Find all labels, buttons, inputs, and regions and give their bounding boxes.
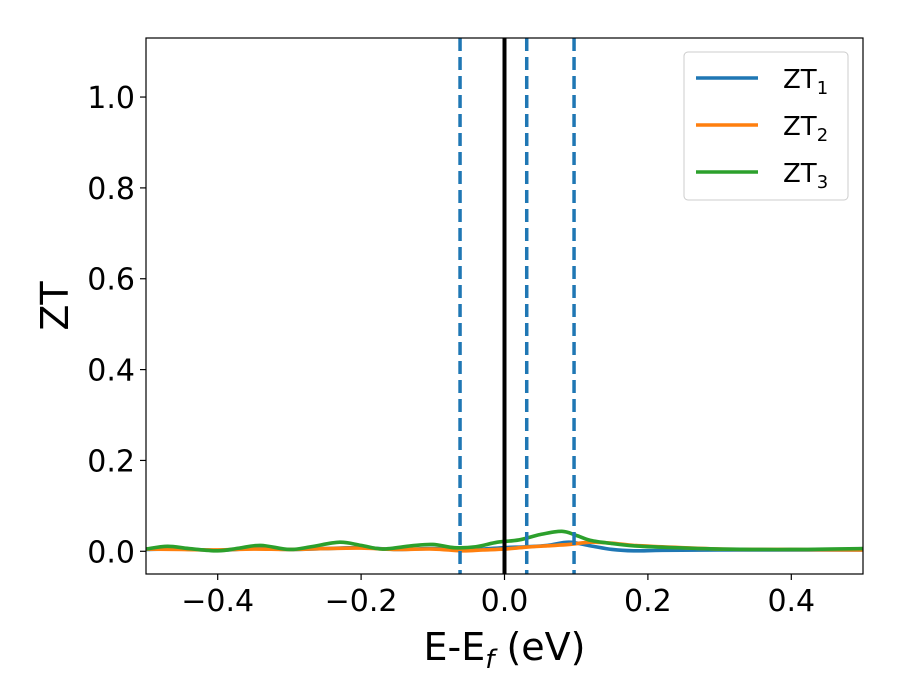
y-tick-label: 0.0: [87, 535, 135, 570]
legend-label-zt1: ZT1: [783, 65, 828, 99]
y-tick-label: 0.6: [87, 263, 135, 298]
legend: ZT1 ZT2 ZT3: [683, 51, 849, 201]
y-tick-label: 0.8: [87, 172, 135, 207]
x-tick-label: −0.4: [181, 584, 254, 619]
legend-label-zt2: ZT2: [783, 112, 828, 146]
y-axis-label: ZT: [33, 281, 77, 331]
y-ticks: 0.0 0.2 0.4 0.6 0.8 1.0: [87, 81, 146, 570]
x-tick-label: 0.2: [624, 584, 672, 619]
legend-entries: ZT1 ZT2 ZT3: [696, 65, 828, 193]
x-tick-label: 0.4: [767, 584, 815, 619]
y-tick-label: 1.0: [87, 81, 135, 116]
x-tick-label: 0.0: [481, 584, 529, 619]
y-tick-label: 0.2: [87, 444, 135, 479]
y-tick-label: 0.4: [87, 354, 135, 389]
legend-frame: [683, 51, 849, 201]
series-layer: [146, 529, 863, 553]
legend-label-zt3: ZT3: [783, 159, 828, 193]
vertical-lines: [458, 38, 576, 574]
x-ticks: −0.4 −0.2 0.0 0.2 0.4: [181, 574, 815, 619]
series-line-zt3: [146, 529, 863, 553]
x-axis-label: E-Ef (eV): [424, 625, 586, 675]
x-tick-label: −0.2: [325, 584, 398, 619]
